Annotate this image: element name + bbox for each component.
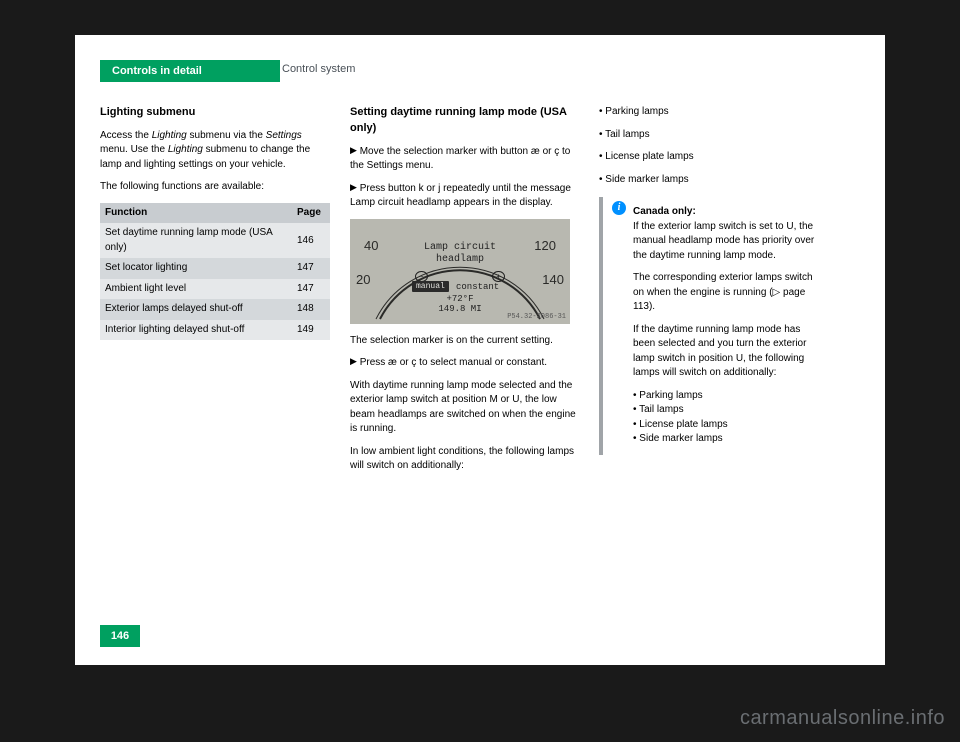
step-3: ▶ Press æ or ç to select manual or const… [350, 356, 580, 371]
table-cell: 147 [292, 258, 330, 279]
info-box: i Canada only: If the exterior lamp swit… [599, 197, 829, 455]
table-cell: Interior lighting delayed shut-off [100, 320, 292, 341]
manual-page: Controls in detail Control system Lighti… [75, 35, 885, 665]
text: Side marker lamps [605, 174, 688, 185]
note-1: With daytime running lamp mode selected … [350, 379, 580, 437]
bullet-icon: • [599, 129, 603, 140]
bullet-item: • Tail lamps [599, 128, 829, 143]
text: Tail lamps [605, 129, 649, 140]
bullet-icon: • [633, 390, 637, 401]
bullet-item: • Parking lamps [599, 105, 829, 120]
watermark: carmanualsonline.info [740, 707, 945, 730]
bullet-icon: • [633, 404, 637, 415]
table-row: Ambient light level147 [100, 279, 330, 300]
bullet-item: • License plate lamps [599, 150, 829, 165]
text: License plate lamps [639, 419, 727, 430]
column-2: Setting daytime running lamp mode (USA o… [350, 105, 580, 482]
bullet-icon: • [633, 419, 637, 430]
bullet-icon: • [599, 174, 603, 185]
column-3: • Parking lamps • Tail lamps • License p… [599, 105, 829, 455]
info-line-3: If the daytime running lamp mode has bee… [633, 323, 821, 381]
info-bullet: • Side marker lamps [633, 432, 821, 447]
text-bold: Canada only: [633, 206, 696, 217]
text: Access the [100, 130, 152, 141]
page-number: 146 [100, 625, 140, 647]
bullet-icon: • [633, 433, 637, 444]
table-row: Set daytime running lamp mode (USA only)… [100, 223, 330, 258]
bullet-icon: ▶ [350, 181, 357, 194]
text: Tail lamps [639, 404, 683, 415]
table-cell: Exterior lamps delayed shut-off [100, 299, 292, 320]
table-cell: 149 [292, 320, 330, 341]
info-icon: i [612, 201, 626, 215]
table-row: Exterior lamps delayed shut-off148 [100, 299, 330, 320]
text: menu. Use the [100, 144, 168, 155]
bullet-icon: ▶ [350, 355, 357, 368]
after-lcd-text: The selection marker is on the current s… [350, 334, 580, 349]
info-line-1: Canada only: If the exterior lamp switch… [633, 205, 821, 263]
table-header: Function [100, 203, 292, 224]
table-cell: Set daytime running lamp mode (USA only) [100, 223, 292, 258]
table-header: Page [292, 203, 330, 224]
table-header-row: Function Page [100, 203, 330, 224]
text: Side marker lamps [639, 433, 722, 444]
table-cell: Set locator lighting [100, 258, 292, 279]
intro-paragraph: Access the Lighting submenu via the Sett… [100, 129, 330, 173]
text: submenu via the [187, 130, 266, 141]
step-2: ▶ Press button k or j repeatedly until t… [350, 182, 580, 211]
lcd-line-2: headlamp [350, 253, 570, 268]
bullet-icon: • [599, 151, 603, 162]
text-em: Settings [266, 130, 302, 141]
note-2: In low ambient light conditions, the fol… [350, 445, 580, 474]
table-cell: 146 [292, 223, 330, 258]
text: Move the selection marker with button æ … [350, 146, 570, 172]
bullet-icon: • [599, 106, 603, 117]
info-bullet: • Parking lamps [633, 389, 821, 404]
info-line-2: The corresponding exterior lamps switch … [633, 271, 821, 315]
section-header: Controls in detail [100, 60, 280, 82]
daytime-mode-title: Setting daytime running lamp mode (USA o… [350, 105, 580, 137]
step-1: ▶ Move the selection marker with button … [350, 145, 580, 174]
table-row: Set locator lighting147 [100, 258, 330, 279]
available-text: The following functions are available: [100, 180, 330, 195]
table-cell: 148 [292, 299, 330, 320]
bullet-icon: ▶ [350, 144, 357, 157]
section-subtitle: Control system [282, 63, 355, 75]
text: Press æ or ç to select manual or constan… [360, 357, 547, 368]
lighting-submenu-title: Lighting submenu [100, 105, 330, 121]
text: If the exterior lamp switch is set to U,… [633, 221, 814, 261]
table-row: Interior lighting delayed shut-off149 [100, 320, 330, 341]
text: Parking lamps [639, 390, 702, 401]
text: Parking lamps [605, 106, 668, 117]
table-cell: 147 [292, 279, 330, 300]
text: Press button k or j repeatedly until the… [350, 183, 571, 209]
info-bullet: • License plate lamps [633, 418, 821, 433]
text-em: Lighting [152, 130, 187, 141]
text: License plate lamps [605, 151, 693, 162]
text-em: Lighting [168, 144, 203, 155]
column-1: Lighting submenu Access the Lighting sub… [100, 105, 330, 340]
info-bullet: • Tail lamps [633, 403, 821, 418]
table-cell: Ambient light level [100, 279, 292, 300]
instrument-display: 40 20 120 140 Lamp circuit headlamp − + … [350, 219, 570, 324]
figure-ref: P54.32-2086-31 [507, 312, 566, 322]
function-table: Function Page Set daytime running lamp m… [100, 203, 330, 341]
bullet-item: • Side marker lamps [599, 173, 829, 188]
